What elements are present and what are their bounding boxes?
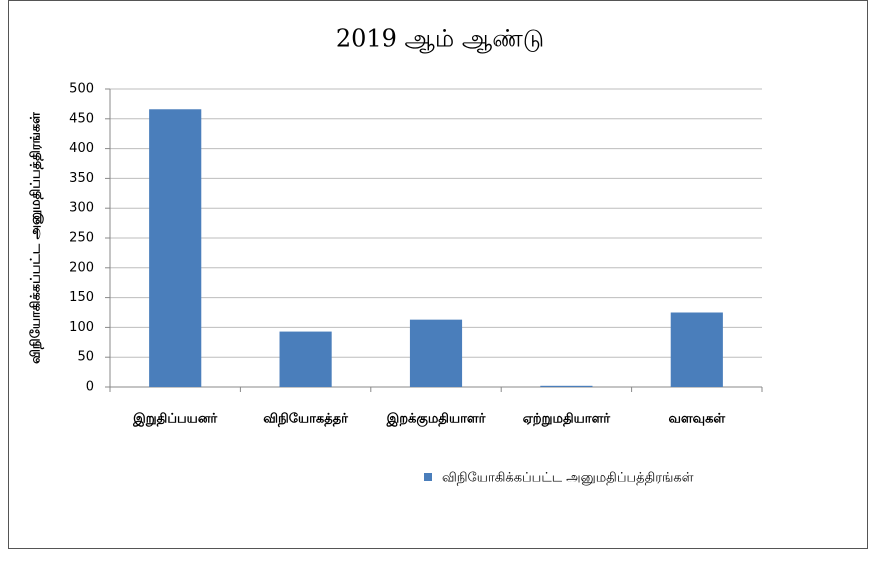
chart-title: 2019 ஆம் ஆண்டு (336, 25, 544, 54)
legend-label: விநியோகிக்கப்பட்ட அனுமதிப்பத்திரங்கள் (442, 471, 694, 486)
y-tick-label: 50 (77, 350, 94, 365)
y-tick-label: 150 (69, 290, 94, 305)
bar (149, 109, 202, 387)
legend-swatch (424, 473, 432, 481)
bar (540, 385, 593, 387)
bar (670, 312, 723, 387)
y-tick-label: 400 (69, 141, 94, 156)
x-tick-label: வளவுகள் (668, 412, 725, 427)
y-tick-label: 100 (69, 320, 94, 335)
y-tick-label: 450 (69, 111, 94, 126)
chart-border (8, 0, 868, 549)
x-tick-label: ஏற்றுமதியாளர் (523, 412, 611, 427)
y-tick-label: 500 (69, 82, 94, 97)
y-tick-label: 0 (86, 380, 94, 395)
y-tick-label: 200 (69, 260, 94, 275)
y-axis-label: விநியோகிக்கப்பட்ட அனுமதிப்பத்திரங்கள் (29, 112, 44, 364)
x-tick-label: விநியோகத்தர் (263, 412, 348, 427)
x-tick-label: இறக்குமதியாளர் (386, 412, 486, 427)
bar (279, 331, 332, 387)
x-tick-label: இறுதிப்பயனர் (132, 412, 217, 427)
y-tick-label: 350 (69, 171, 94, 186)
bar (409, 319, 463, 387)
y-tick-label: 250 (69, 231, 94, 246)
y-tick-label: 300 (69, 201, 94, 216)
